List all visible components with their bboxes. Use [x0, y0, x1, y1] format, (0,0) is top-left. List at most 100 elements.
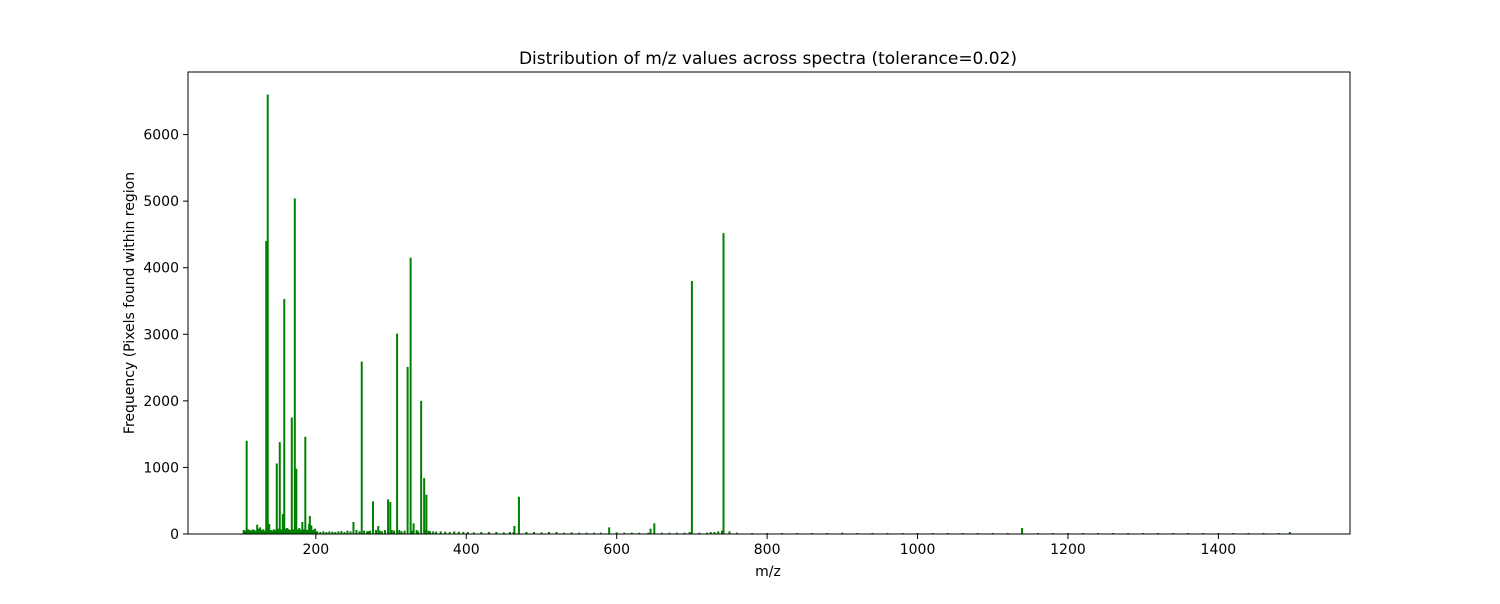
- histogram-bar: [599, 532, 602, 534]
- histogram-bar: [277, 528, 280, 534]
- histogram-bar: [242, 530, 245, 534]
- y-tick-label: 4000: [143, 261, 179, 277]
- histogram-bar: [444, 531, 447, 534]
- histogram-bar: [508, 532, 511, 534]
- histogram-bar: [412, 523, 415, 534]
- histogram-bar: [487, 532, 490, 534]
- histogram-bar: [683, 532, 686, 534]
- histogram-bar: [349, 531, 352, 534]
- histogram-bar: [555, 532, 558, 534]
- histogram-bar: [578, 532, 581, 534]
- bars-layer: [242, 94, 1291, 535]
- histogram-bar: [623, 532, 626, 534]
- histogram-bar: [319, 532, 322, 534]
- histogram-bar: [400, 531, 403, 534]
- histogram-bar: [698, 532, 701, 534]
- histogram-bar: [377, 526, 380, 534]
- histogram-bar: [289, 530, 292, 534]
- histogram-bar: [328, 531, 331, 534]
- histogram-bar: [305, 530, 308, 534]
- histogram-bar: [411, 530, 414, 534]
- histogram-bar: [352, 522, 355, 534]
- histogram-bar: [717, 531, 720, 534]
- histogram-bar: [540, 532, 543, 534]
- histogram-bar: [675, 532, 678, 534]
- histogram-bar: [287, 529, 290, 534]
- histogram-bar: [409, 257, 412, 534]
- histogram-bar: [432, 531, 435, 534]
- histogram-bar: [384, 530, 387, 534]
- histogram-bar: [256, 524, 259, 534]
- x-tick-label: 1400: [1201, 542, 1237, 558]
- histogram-bar: [314, 531, 317, 534]
- histogram-bar: [260, 530, 263, 534]
- y-tick-label: 3000: [143, 327, 179, 343]
- histogram-bar: [525, 532, 528, 534]
- histogram-bar: [690, 281, 693, 534]
- histogram-bar: [302, 529, 305, 534]
- x-axis-title: m/z: [755, 564, 781, 580]
- histogram-bar: [585, 532, 588, 534]
- histogram-bar: [427, 530, 430, 534]
- histogram-bar: [480, 532, 483, 534]
- histogram-bar: [259, 527, 262, 534]
- histogram-bar: [472, 532, 475, 534]
- histogram-bar: [415, 530, 418, 534]
- histogram-bar: [647, 532, 650, 534]
- histogram-bar: [343, 532, 346, 534]
- histogram-bar: [314, 528, 317, 534]
- histogram-bar: [439, 531, 442, 534]
- histogram-bar: [548, 532, 551, 534]
- histogram-bar: [366, 531, 368, 534]
- y-tick-label: 0: [170, 527, 179, 543]
- histogram-bar: [381, 531, 384, 534]
- histogram-bar: [495, 532, 498, 534]
- histogram-bar: [325, 532, 328, 534]
- histogram-bar: [257, 528, 260, 534]
- histogram-bar: [593, 532, 596, 534]
- histogram-bar: [275, 463, 278, 534]
- histogram-bar: [653, 523, 656, 534]
- histogram-bar: [311, 530, 314, 534]
- histogram-bar: [406, 366, 409, 534]
- y-tick-label: 2000: [143, 394, 179, 410]
- x-axis-ticks: 200 400 600 800 1000 1200 1400: [302, 534, 1236, 558]
- y-tick-label: 1000: [143, 460, 179, 476]
- histogram-bar: [375, 530, 378, 534]
- y-tick-label: 5000: [143, 194, 179, 210]
- histogram-bar: [346, 530, 349, 534]
- histogram-bar: [393, 530, 396, 534]
- histogram-bar: [299, 530, 302, 534]
- histogram-bar: [705, 532, 708, 534]
- plot-area-frame: [187, 71, 1351, 535]
- histogram-bar: [372, 501, 375, 534]
- histogram-bar: [1288, 532, 1291, 534]
- histogram-bar: [532, 532, 535, 534]
- histogram-bar: [296, 529, 299, 534]
- histogram-bar: [262, 529, 265, 534]
- histogram-bar: [290, 417, 293, 534]
- histogram-bar: [736, 532, 739, 534]
- histogram-bar: [517, 496, 520, 534]
- histogram-bar: [420, 400, 423, 534]
- histogram-bar: [266, 94, 269, 534]
- histogram-bar: [358, 531, 361, 534]
- x-tick-label: 1000: [900, 542, 936, 558]
- histogram-bar: [269, 530, 272, 534]
- histogram-bar: [244, 530, 247, 534]
- histogram-bar: [316, 531, 319, 534]
- histogram-bar: [304, 436, 307, 534]
- histogram-bar: [841, 532, 844, 534]
- histogram-bar: [280, 529, 283, 534]
- histogram-bar: [283, 299, 286, 534]
- histogram-bar: [387, 499, 390, 534]
- histogram-bar: [688, 532, 691, 534]
- histogram-bar: [660, 532, 663, 534]
- histogram-bar: [369, 530, 372, 534]
- histogram-bar: [398, 530, 401, 534]
- histogram-bar: [295, 468, 298, 534]
- histogram-bar: [390, 530, 393, 534]
- histogram-bar: [429, 531, 432, 534]
